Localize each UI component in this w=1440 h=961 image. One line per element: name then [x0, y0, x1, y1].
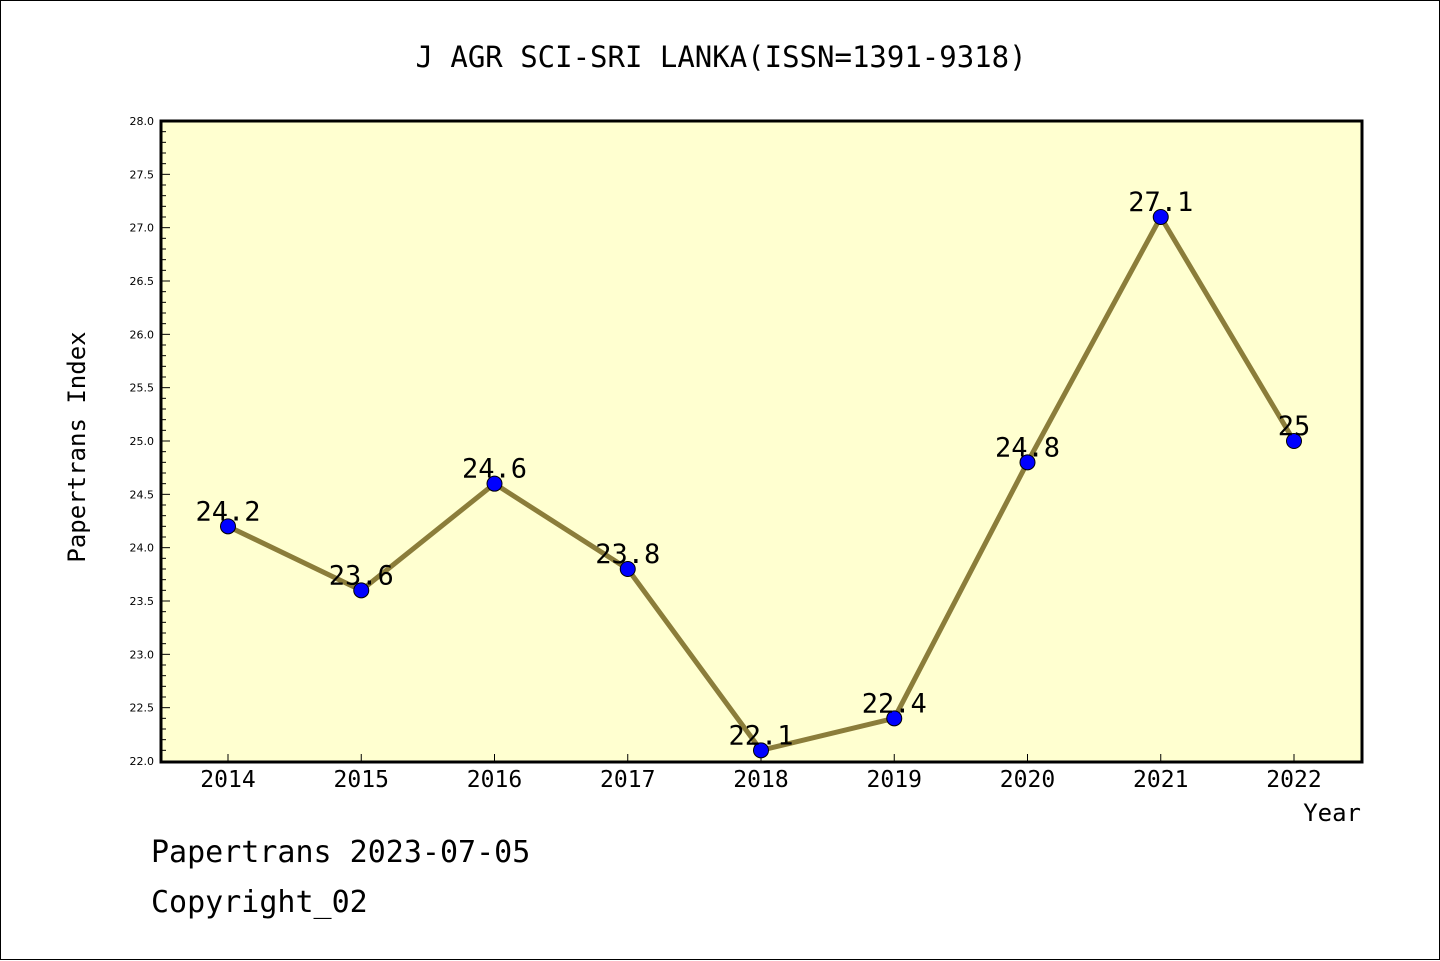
- x-axis-label: Year: [1303, 799, 1361, 827]
- y-tick-label: 28.0: [130, 115, 155, 128]
- y-tick-label: 25.0: [130, 435, 155, 448]
- y-tick-label: 26.0: [130, 328, 155, 341]
- y-tick-label: 27.0: [130, 222, 155, 235]
- data-point: [886, 710, 903, 727]
- x-tick-label: 2017: [600, 767, 655, 793]
- y-axis-label: Papertrans Index: [63, 331, 91, 562]
- y-tick-label: 23.5: [130, 595, 155, 608]
- x-axis: 2014 2015 2016 2017 2018 2019 2020 2021 2022: [200, 754, 1322, 793]
- data-point: [353, 582, 370, 599]
- data-points: [220, 209, 1302, 759]
- y-tick-label: 22.0: [130, 755, 155, 768]
- x-tick-label: 2020: [1000, 767, 1055, 793]
- data-label: 27.1: [1128, 187, 1193, 218]
- x-tick-label: 2019: [867, 767, 922, 793]
- y-tick-label: 23.0: [130, 648, 155, 661]
- y-tick-label: 22.5: [130, 702, 155, 715]
- data-label: 22.4: [862, 688, 927, 719]
- data-point: [753, 742, 769, 759]
- data-labels: 24.2 23.6 24.6 23.8 22.1 22.4 24.8 27.1 25: [195, 187, 1310, 751]
- y-axis: 22.0 22.5 23.0 23.5 24.0 24.5 25.0 25.5 26.0 26.5…: [130, 115, 170, 768]
- y-tick-label: 26.5: [130, 275, 155, 288]
- x-tick-label: 2014: [200, 767, 255, 793]
- y-tick-label: 24.5: [130, 488, 155, 501]
- data-point: [1286, 433, 1302, 449]
- y-tick-label: 25.5: [130, 382, 155, 395]
- y-tick-label: 27.5: [130, 168, 155, 181]
- footer-copyright: Copyright_02: [151, 885, 368, 920]
- data-label: 25: [1278, 411, 1311, 442]
- x-tick-label: 2018: [733, 767, 788, 793]
- plot-area: [161, 121, 1362, 762]
- data-label: 23.6: [329, 560, 394, 591]
- data-label: 24.2: [195, 496, 260, 527]
- data-label: 24.8: [995, 432, 1060, 463]
- data-point: [1019, 454, 1036, 471]
- data-point: [220, 518, 236, 535]
- data-point: [1152, 209, 1169, 225]
- data-label: 22.1: [728, 720, 793, 751]
- plot-border: [159, 119, 1364, 764]
- data-point: [486, 475, 503, 492]
- footer-date: Papertrans 2023-07-05: [151, 835, 531, 870]
- x-tick-label: 2022: [1266, 767, 1321, 793]
- data-label: 24.6: [462, 454, 527, 485]
- x-tick-label: 2015: [334, 767, 389, 793]
- x-tick-label: 2016: [467, 767, 522, 793]
- chart-title: J AGR SCI-SRI LANKA(ISSN=1391-9318): [415, 40, 1026, 74]
- x-tick-label: 2021: [1133, 767, 1188, 793]
- data-label: 23.8: [595, 539, 660, 570]
- data-point: [619, 561, 636, 577]
- y-tick-label: 24.0: [130, 542, 155, 555]
